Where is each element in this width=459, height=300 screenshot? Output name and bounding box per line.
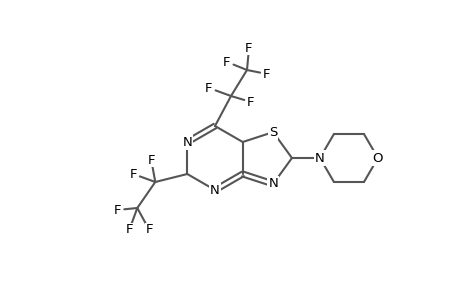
Text: F: F [245,41,252,55]
Text: F: F [125,224,133,236]
Text: N: N [210,184,219,196]
Text: F: F [205,82,212,94]
Text: N: N [268,177,277,190]
Text: F: F [147,154,155,166]
Text: N: N [314,152,324,164]
Text: O: O [372,152,382,164]
Text: F: F [263,68,270,80]
Text: F: F [129,167,137,181]
Text: F: F [247,95,254,109]
Text: S: S [269,126,277,139]
Text: N: N [182,136,192,148]
Text: F: F [223,56,230,68]
Text: F: F [145,224,153,236]
Text: F: F [113,203,121,217]
